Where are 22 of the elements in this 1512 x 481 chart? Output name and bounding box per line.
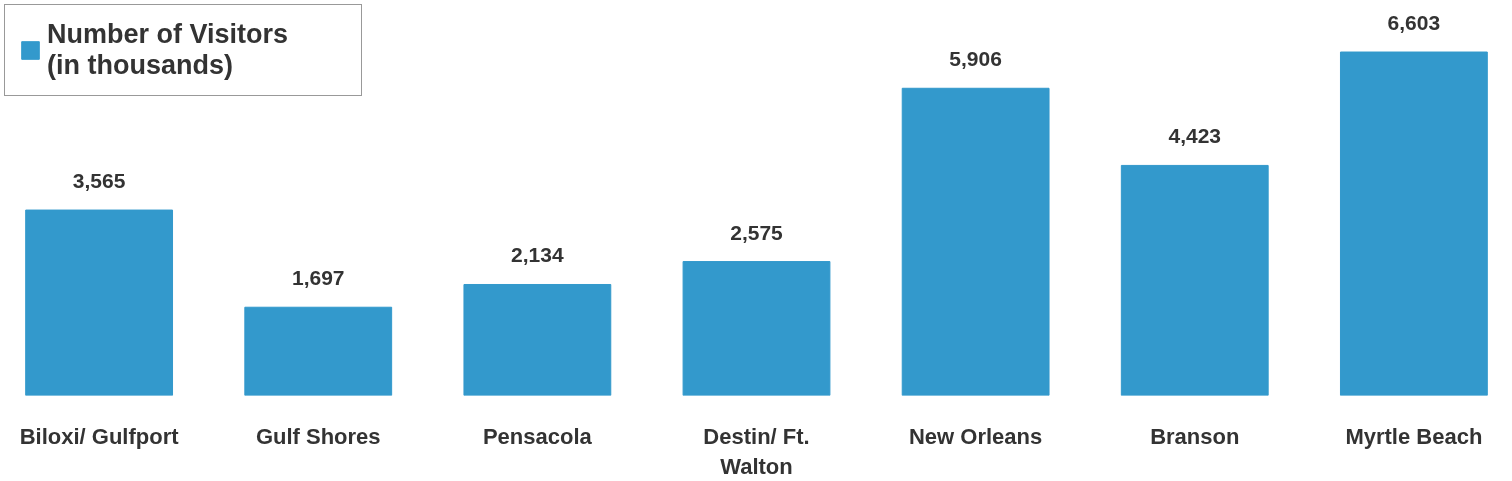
data-label: 5,906 bbox=[949, 47, 1002, 71]
bar bbox=[1339, 51, 1488, 396]
data-label: 4,423 bbox=[1168, 124, 1222, 148]
legend-label: Number of Visitors (in thousands) bbox=[47, 19, 290, 81]
x-tick-label: Pensacola bbox=[482, 423, 593, 449]
bar bbox=[682, 261, 831, 396]
bar bbox=[244, 306, 393, 396]
bar bbox=[1120, 164, 1269, 396]
data-label: 1,697 bbox=[291, 266, 345, 290]
x-tick-label: Gulf Shores bbox=[255, 423, 381, 449]
data-label: 3,565 bbox=[72, 169, 126, 193]
data-label: 2,134 bbox=[511, 243, 564, 267]
x-tick-label: Destin/ Ft. Walton bbox=[703, 423, 810, 479]
bar bbox=[901, 87, 1050, 396]
x-tick-label: Myrtle Beach bbox=[1345, 423, 1483, 449]
bar bbox=[25, 209, 174, 396]
bar bbox=[463, 283, 612, 396]
x-tick-label: New Orleans bbox=[908, 423, 1043, 449]
x-tick-label: Biloxi/ Gulfport bbox=[19, 423, 180, 449]
data-label: 6,603 bbox=[1387, 11, 1441, 35]
x-tick-label: Branson bbox=[1150, 423, 1240, 449]
data-label: 2,575 bbox=[730, 220, 784, 244]
